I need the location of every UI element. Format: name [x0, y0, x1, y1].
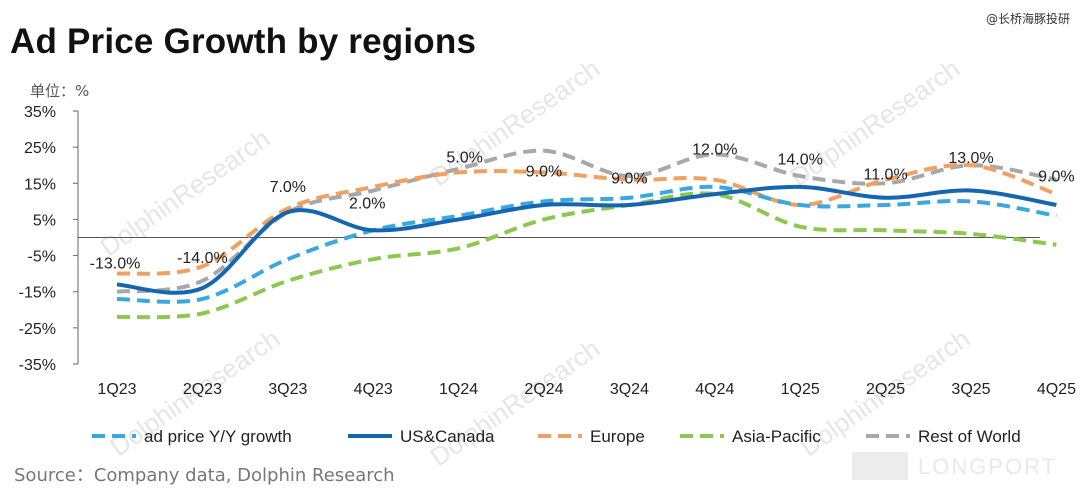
data-label: -13.0% [90, 255, 141, 272]
data-label: 7.0% [270, 179, 306, 196]
y-tick-label: 35% [24, 104, 56, 121]
data-labels: -13.0% -14.0% 7.0% 2.0% 5.0% 9.0% 9.0% 12.0% 14.… [90, 141, 1075, 272]
data-label: 11.0% [864, 166, 908, 183]
data-label: 13.0% [948, 150, 993, 167]
legend-label: ad price Y/Y growth [144, 427, 292, 446]
legend-label: US&Canada [400, 427, 495, 446]
y-tick-label: -5% [28, 249, 56, 266]
top-watermark: @长桥海豚投研 [985, 12, 1070, 26]
chart-title: Ad Price Growth by regions [10, 22, 477, 61]
x-tick-label: 4Q23 [354, 381, 393, 398]
x-tick-label: 3Q24 [610, 381, 649, 398]
series-line-rest-of-world [116, 148, 1057, 294]
data-label: 9.0% [526, 163, 562, 180]
legend-label: Europe [590, 427, 645, 446]
legend: ad price Y/Y growth US&Canada Europe Asia-P… [92, 427, 1021, 446]
series-line-europe [116, 162, 1058, 276]
x-tick-label: 1Q24 [439, 381, 478, 398]
legend-label: Asia-Pacific [732, 427, 821, 446]
data-label: 9.0% [1038, 169, 1074, 186]
brand-logo [852, 452, 908, 480]
data-label: 5.0% [446, 149, 482, 166]
y-tick-label: 5% [33, 212, 56, 229]
x-tick-label: 2Q23 [183, 381, 222, 398]
series-line-ad-price-y-y-growth [116, 184, 1057, 304]
y-tick-label: 25% [24, 140, 56, 157]
data-label: 14.0% [778, 151, 823, 168]
series-line-us-canada [116, 184, 1057, 295]
data-label: 9.0% [611, 171, 647, 188]
y-tick-label: -15% [19, 285, 56, 302]
brand-text: LONGPORT [918, 454, 1057, 479]
data-label: -14.0% [177, 250, 228, 267]
x-tick-label: 4Q25 [1037, 381, 1076, 398]
y-tick-label: 15% [24, 176, 56, 193]
x-tick-label: 2Q24 [524, 381, 563, 398]
axes: 35% 25% 15% 5% -5% -15% -25% -35% 1Q23 2Q23 3Q23 4Q… [19, 104, 1076, 398]
data-label: 2.0% [349, 196, 385, 213]
watermark-text: DolphinResearch [425, 333, 606, 472]
x-tick-label: 4Q24 [695, 381, 734, 398]
series-line-asia-pacific [116, 191, 1057, 320]
series-layer [116, 148, 1058, 320]
source-note: Source：Company data, Dolphin Research [14, 465, 395, 486]
legend-label: Rest of World [918, 427, 1021, 446]
unit-label: 单位：% [30, 82, 90, 100]
y-tick-label: -25% [19, 321, 56, 338]
watermark-text: DolphinResearch [95, 123, 276, 262]
x-tick-label: 3Q23 [268, 381, 307, 398]
x-tick-label: 1Q23 [97, 381, 136, 398]
x-tick-label: 3Q25 [951, 381, 990, 398]
x-tick-label: 1Q25 [781, 381, 820, 398]
data-label: 12.0% [692, 141, 737, 158]
x-tick-label: 2Q25 [866, 381, 905, 398]
y-tick-label: -35% [19, 357, 56, 374]
